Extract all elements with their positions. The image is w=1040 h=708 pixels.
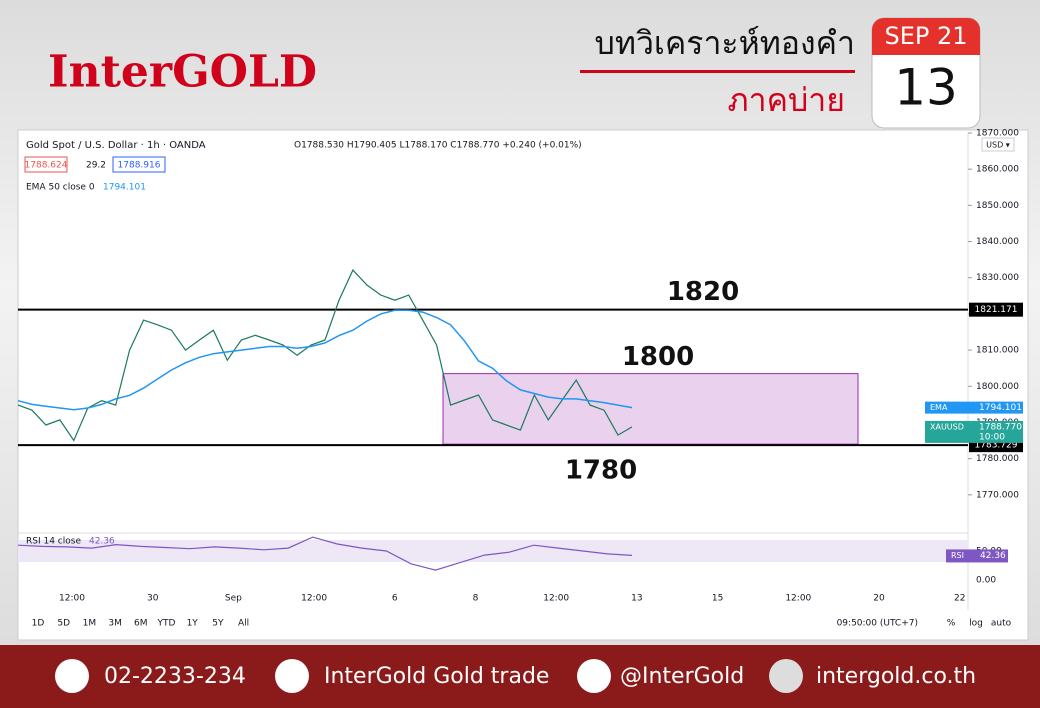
level-annotation: 1780 [565,456,637,486]
range-button[interactable]: 5D [57,619,70,629]
ema-line [17,309,633,411]
x-tick-label: 8 [473,594,479,604]
y-tick-label: 1860.000 [976,165,1019,175]
level-tag [969,302,1023,317]
x-tick-label: 13 [631,594,642,604]
ohlc: O1788.530 H1790.405 L1788.170 C1788.770 … [294,141,582,151]
x-tick-label: 22 [954,594,965,604]
scale-option[interactable]: log [969,619,983,629]
range-box [442,373,859,445]
line-icon [577,659,611,693]
ema-legend-value: 1794.101 [103,183,146,193]
phone-icon [55,659,89,693]
x-tick-label: 30 [147,594,159,604]
rsi-tick-label: 0.00 [976,576,996,586]
rsi-line [17,536,633,571]
price-label [925,420,1023,443]
toolbar-time: 09:50:00 (UTC+7) [837,619,918,629]
ema-legend: EMA 50 close 0 [26,183,95,193]
price-label-name: EMA [930,403,948,412]
x-tick-label: 12:00 [543,594,569,604]
spread: 29.2 [86,161,106,171]
bid-box [24,156,68,173]
x-tick-label: 6 [392,594,398,604]
rsi-tag [946,549,1008,563]
y-tick-label: 1810.000 [976,346,1019,356]
y-tick-label: 1770.000 [976,490,1019,500]
y-tick-label: 1870.000 [976,129,1019,139]
x-tick-label: 12:00 [785,594,811,604]
y-tick-label: 1780.000 [976,454,1019,464]
range-button[interactable]: 3M [108,619,122,629]
rsi-tag-value: 42.36 [980,551,1006,561]
level-tag-label: 1821.171 [975,305,1018,315]
phone: 02-2233-234 [104,664,246,689]
line-id: @InterGold [620,664,744,689]
x-tick-label: 15 [712,594,723,604]
range-button[interactable]: 1M [83,619,97,629]
symbol-title: Gold Spot / U.S. Dollar · 1h · OANDA [26,140,206,151]
x-tick-label: 12:00 [301,594,327,604]
price-line [17,269,633,442]
box-annotation: 1800 [622,342,694,372]
level-annotation: 1820 [667,277,739,307]
bid: 1788.624 [25,161,68,171]
price-label-value: 1794.101 [979,403,1022,413]
calendar-month: SEP 21 [884,22,967,50]
y-tick-label: 1840.000 [976,237,1019,247]
logo: InterGOLD [48,47,317,98]
title: บทวิเคราะห์ทองคำ [595,24,855,62]
currency[interactable]: USD ▾ [986,141,1010,150]
scale-option[interactable]: auto [991,619,1012,629]
scale-option[interactable]: % [947,619,956,629]
ask-box [112,156,166,173]
facebook: InterGold Gold trade [324,664,549,689]
range-button[interactable]: All [238,619,249,629]
rsi-legend-value: 42.36 [89,537,115,547]
range-button[interactable]: 1Y [187,619,199,629]
calendar-top [872,18,980,55]
rsi-band [18,540,968,562]
price-label-value: 1788.770 [979,422,1022,432]
price-label-time: 10:00 [979,432,1005,442]
footer-band [0,645,1040,708]
y-tick-label: 1800.000 [976,382,1019,392]
x-tick-label: 20 [873,594,885,604]
level-tag-label: 1783.729 [975,441,1018,451]
range-button[interactable]: 5Y [212,619,224,629]
price-label [925,401,1023,414]
web-icon [769,659,803,693]
range-button[interactable]: 1D [32,619,45,629]
y-tick-label: 1830.000 [976,273,1019,283]
ask: 1788.916 [118,161,161,171]
rsi-tag-name: RSI [951,551,964,560]
range-button[interactable]: 6M [134,619,148,629]
y-tick-label: 1850.000 [976,201,1019,211]
website: intergold.co.th [816,664,976,689]
price-label-name: XAUUSD [930,422,964,431]
x-tick-label: Sep [225,594,242,604]
x-tick-label: 12:00 [59,594,85,604]
rsi-legend: RSI 14 close [26,537,81,547]
facebook-icon [275,659,309,693]
currency-box[interactable] [981,137,1015,152]
range-button[interactable]: YTD [157,619,176,629]
calendar-day: 13 [894,59,958,117]
subtitle: ภาคบ่าย [728,81,846,119]
title-underline [580,70,855,73]
